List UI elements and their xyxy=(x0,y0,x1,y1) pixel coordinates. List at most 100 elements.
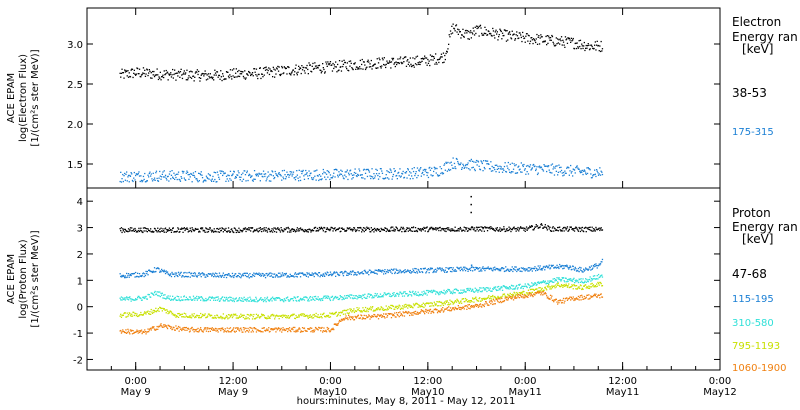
proton-data-point xyxy=(308,300,310,302)
proton-data-point xyxy=(572,278,574,280)
electron-data-point xyxy=(357,173,359,176)
proton-data-point xyxy=(135,271,137,274)
electron-data-point xyxy=(499,28,501,30)
electron-data-point xyxy=(447,161,449,164)
electron-data-point xyxy=(225,180,227,182)
proton-data-point xyxy=(596,267,598,269)
proton-data-point xyxy=(318,226,321,229)
proton-data-point xyxy=(189,296,191,298)
proton-data-point xyxy=(168,297,170,299)
proton-data-point xyxy=(336,228,338,231)
proton-data-point xyxy=(300,313,302,315)
electron-data-point xyxy=(396,174,398,177)
proton-data-point xyxy=(325,295,327,297)
proton-data-point xyxy=(149,270,151,272)
proton-data-point xyxy=(578,271,580,273)
electron-data-point xyxy=(391,178,393,180)
proton-data-point xyxy=(414,294,416,296)
proton-data-point xyxy=(451,292,453,294)
proton-data-point xyxy=(440,305,442,307)
proton-data-point xyxy=(329,274,331,276)
electron-data-point xyxy=(377,67,379,69)
proton-data-point xyxy=(589,286,591,288)
proton-data-point xyxy=(138,230,141,233)
proton-data-point xyxy=(588,268,590,270)
electron-data-point xyxy=(266,72,269,74)
proton-data-point xyxy=(222,228,224,230)
proton-data-point xyxy=(193,313,195,315)
electron-data-point xyxy=(361,58,363,61)
proton-data-point xyxy=(183,227,185,229)
proton-data-point xyxy=(235,317,237,319)
proton-data-point xyxy=(379,270,382,272)
proton-data-point xyxy=(543,289,545,292)
proton-data-point xyxy=(401,293,403,295)
electron-data-point xyxy=(440,168,443,170)
proton-data-point xyxy=(540,288,543,290)
proton-data-point xyxy=(364,293,366,295)
electron-data-point xyxy=(318,64,321,66)
electron-data-point xyxy=(192,75,195,77)
electron-ylabel-line: [1/(cm²s ster MeV)] xyxy=(30,49,41,146)
proton-data-point xyxy=(599,264,601,266)
proton-data-point xyxy=(218,228,220,230)
electron-data-point xyxy=(239,73,241,75)
proton-data-point xyxy=(125,329,127,331)
proton-data-point xyxy=(324,316,326,318)
electron-data-point xyxy=(455,167,457,170)
electron-data-point xyxy=(285,67,287,70)
proton-data-point xyxy=(578,286,580,288)
proton-series-47-68 xyxy=(119,223,604,234)
proton-data-point xyxy=(564,285,566,287)
proton-data-point xyxy=(217,331,219,333)
proton-data-point xyxy=(397,314,399,317)
proton-data-point xyxy=(174,329,176,331)
proton-data-point xyxy=(142,314,145,316)
proton-data-point xyxy=(259,330,261,332)
proton-data-point xyxy=(572,229,574,231)
proton-data-point xyxy=(418,304,420,306)
proton-data-point xyxy=(130,330,132,332)
proton-data-point xyxy=(178,298,180,300)
proton-data-point xyxy=(231,329,234,331)
proton-data-point xyxy=(226,298,228,300)
proton-data-point xyxy=(539,281,541,283)
proton-data-point xyxy=(516,229,519,231)
proton-data-point xyxy=(375,309,377,311)
proton-data-point xyxy=(274,276,276,278)
proton-data-point xyxy=(201,296,203,299)
proton-data-point xyxy=(433,270,435,273)
proton-data-point xyxy=(483,297,485,300)
proton-data-point xyxy=(181,227,183,229)
electron-data-point xyxy=(340,70,343,72)
proton-data-point xyxy=(501,289,504,291)
proton-data-point xyxy=(327,296,330,298)
proton-data-point xyxy=(122,297,124,299)
proton-data-point xyxy=(243,314,245,316)
electron-data-point xyxy=(435,172,437,174)
electron-data-point xyxy=(198,77,200,79)
electron-data-point xyxy=(548,35,550,37)
proton-data-point xyxy=(247,317,249,319)
electron-data-point xyxy=(187,79,189,81)
proton-data-point xyxy=(151,271,153,273)
proton-data-point xyxy=(121,299,123,301)
proton-data-point xyxy=(159,295,161,298)
electron-data-point xyxy=(547,166,549,168)
proton-data-point xyxy=(272,276,274,278)
proton-data-point xyxy=(562,286,564,288)
electron-data-point xyxy=(244,70,246,72)
proton-data-point xyxy=(548,283,550,285)
electron-data-point xyxy=(126,171,128,173)
electron-data-point xyxy=(157,180,160,182)
proton-data-point xyxy=(207,228,209,230)
proton-data-point xyxy=(229,299,232,301)
proton-data-point xyxy=(326,297,328,299)
electron-data-point xyxy=(279,74,282,77)
proton-data-point xyxy=(203,314,206,317)
electron-data-point xyxy=(357,68,359,70)
proton-data-point xyxy=(560,266,563,268)
proton-data-point xyxy=(348,313,350,315)
electron-data-point xyxy=(489,168,491,170)
proton-data-point xyxy=(209,327,211,330)
